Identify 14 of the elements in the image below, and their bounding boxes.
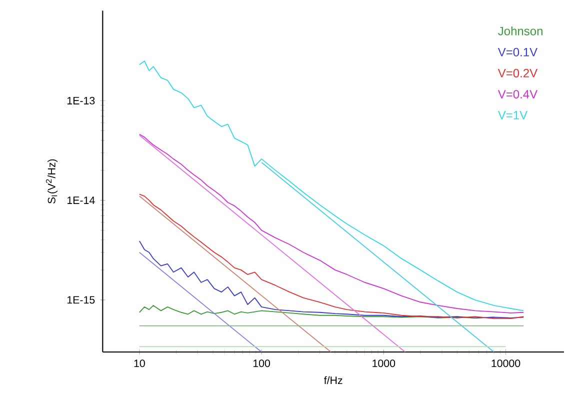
text: V=1V — [498, 111, 528, 120]
x-tick-label: 10000 — [492, 360, 520, 368]
text: V=0.1V — [498, 48, 538, 56]
y-tick-label: 1E-14 — [67, 196, 95, 204]
y-tick-label: 1E-13 — [67, 96, 95, 104]
x-tick-label: 1000 — [372, 360, 396, 368]
x-axis-title: f/Hz — [324, 376, 342, 384]
x-tick-label: 100 — [253, 360, 270, 368]
text: V=0.2V — [498, 68, 538, 78]
text: Johnson — [498, 26, 542, 36]
x-tick-label: 10 — [134, 360, 145, 368]
text: V=0.4V — [498, 90, 538, 98]
y-axis-title: S$_{I}$(V$^{2}$/Hz) — [46, 159, 58, 204]
y-tick-label: 1E-15 — [67, 296, 95, 304]
